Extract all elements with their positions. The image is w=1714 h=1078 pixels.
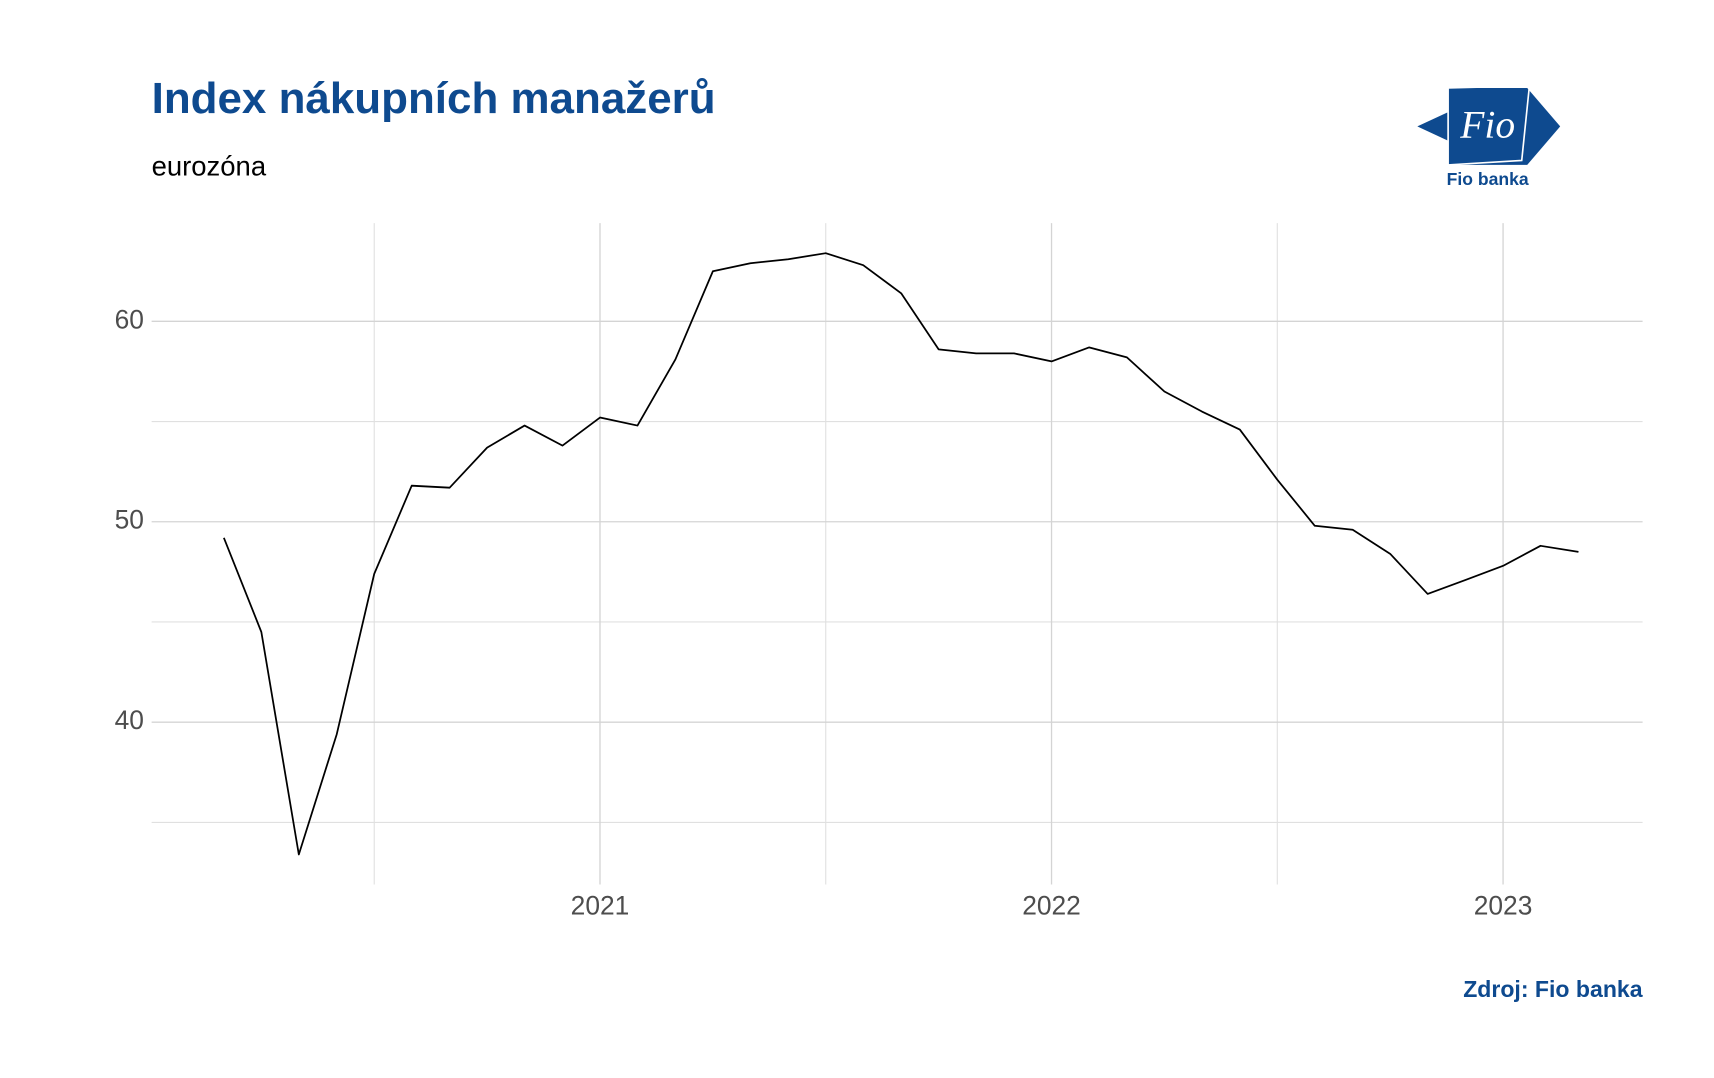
y-tick-label: 40: [115, 705, 144, 735]
line: [223, 252, 1579, 856]
logo-mark: Fio: [1459, 103, 1515, 147]
x-tick-label: 2021: [571, 891, 630, 921]
x-tick-label: 2022: [1022, 891, 1081, 921]
y-tick-label: 50: [115, 505, 144, 535]
logo-caption: Fio banka: [1447, 169, 1529, 189]
logo-shape: [1417, 112, 1449, 141]
chart-subtitle: eurozóna: [152, 150, 267, 181]
logo-shape: [1448, 87, 1561, 165]
x-tick-label: 2023: [1474, 891, 1533, 921]
logo-outline: [1447, 84, 1531, 166]
source: Zdroj: Fio banka: [1463, 976, 1643, 1002]
logo: Fio Fio banka: [1417, 84, 1561, 189]
chart-title: Index nákupních manažerů: [152, 74, 716, 123]
y-tick-label: 60: [115, 304, 144, 334]
